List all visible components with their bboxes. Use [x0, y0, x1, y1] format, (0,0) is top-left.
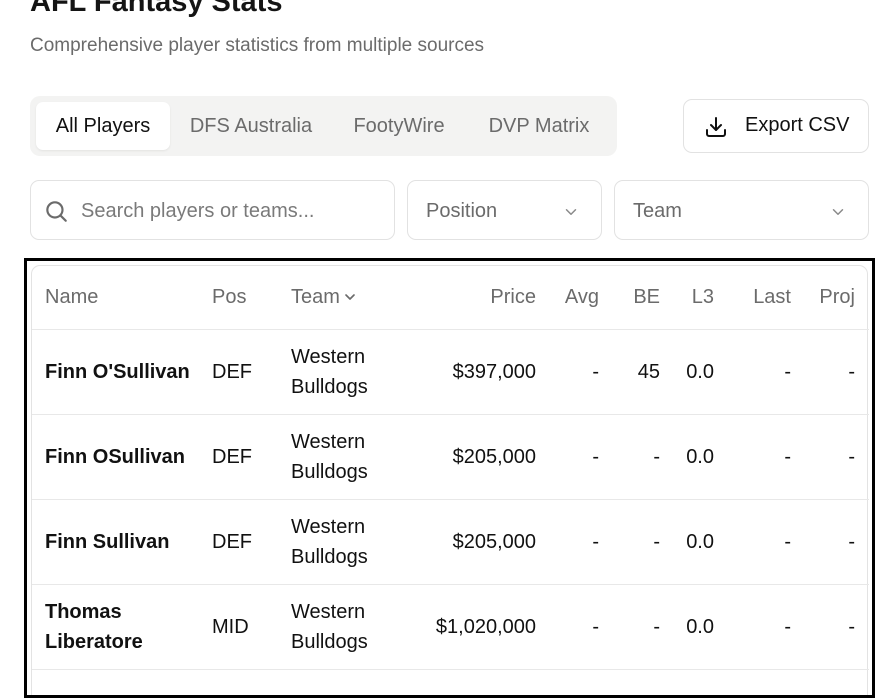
player-be: - [599, 414, 660, 500]
player-proj: - [791, 329, 869, 415]
chevron-down-icon [832, 209, 844, 215]
tab-dfs-australia[interactable]: DFS Australia [189, 115, 313, 137]
column-header-be[interactable]: BE [599, 266, 660, 330]
position-select-value: Position [426, 200, 498, 222]
player-avg: - [536, 499, 599, 585]
player-team: Western Bulldogs [291, 329, 411, 415]
player-team: Western Bulldogs [291, 584, 411, 670]
export-csv-button[interactable]: Export CSV [683, 99, 869, 153]
tab-dvp-matrix[interactable]: DVP Matrix [488, 115, 590, 137]
player-position: DEF [212, 499, 291, 585]
player-price: $205,000 [411, 499, 536, 585]
player-l3: 0.0 [660, 414, 714, 500]
player-last: - [714, 499, 791, 585]
players-table: Name Pos Team Price Avg BE L3 Last Proj … [32, 266, 869, 670]
page-subtitle: Comprehensive player statistics from mul… [30, 35, 485, 56]
player-be: - [599, 499, 660, 585]
player-avg: - [536, 584, 599, 670]
player-name: Finn Sullivan [32, 499, 212, 585]
player-l3: 0.0 [660, 329, 714, 415]
table-row[interactable]: Finn O'Sullivan DEF Western Bulldogs $39… [32, 329, 869, 415]
player-avg: - [536, 329, 599, 415]
player-team: Western Bulldogs [291, 414, 411, 500]
player-proj: - [791, 499, 869, 585]
download-icon [706, 117, 726, 137]
position-select[interactable]: Position [407, 180, 602, 240]
column-header-pos[interactable]: Pos [212, 266, 291, 330]
chevron-down-icon [565, 209, 577, 215]
player-last: - [714, 329, 791, 415]
players-table-container: Name Pos Team Price Avg BE L3 Last Proj … [31, 265, 869, 695]
column-header-avg[interactable]: Avg [536, 266, 599, 330]
table-header-row: Name Pos Team Price Avg BE L3 Last Proj [32, 266, 869, 330]
player-name: Thomas Liberatore [32, 584, 212, 670]
player-l3: 0.0 [660, 584, 714, 670]
player-last: - [714, 584, 791, 670]
search-icon [46, 201, 67, 222]
column-header-team[interactable]: Team [291, 266, 411, 330]
table-row[interactable]: Finn OSullivan DEF Western Bulldogs $205… [32, 414, 869, 500]
table-row[interactable]: Finn Sullivan DEF Western Bulldogs $205,… [32, 499, 869, 585]
tab-list: All Players DFS Australia FootyWire DVP … [30, 96, 617, 156]
player-be: 45 [599, 329, 660, 415]
player-proj: - [791, 414, 869, 500]
column-header-team-label: Team [291, 285, 340, 308]
column-header-proj[interactable]: Proj [791, 266, 869, 330]
player-position: DEF [212, 414, 291, 500]
player-price: $1,020,000 [411, 584, 536, 670]
team-select-value: Team [633, 200, 682, 222]
table-row[interactable]: Thomas Liberatore MID Western Bulldogs $… [32, 584, 869, 670]
team-select[interactable]: Team [614, 180, 869, 240]
player-avg: - [536, 414, 599, 500]
player-proj: - [791, 584, 869, 670]
sort-chevron-down-icon [345, 294, 355, 301]
search-box [30, 180, 395, 240]
player-team: Western Bulldogs [291, 499, 411, 585]
player-last: - [714, 414, 791, 500]
page-title: AFL Fantasy Stats [30, 0, 283, 18]
column-header-name[interactable]: Name [32, 266, 212, 330]
column-header-price[interactable]: Price [411, 266, 536, 330]
player-position: MID [212, 584, 291, 670]
export-csv-label: Export CSV [745, 114, 850, 136]
players-table-frame: Name Pos Team Price Avg BE L3 Last Proj … [24, 258, 875, 698]
tab-footywire[interactable]: FootyWire [353, 115, 445, 137]
column-header-last[interactable]: Last [714, 266, 791, 330]
player-be: - [599, 584, 660, 670]
player-name: Finn O'Sullivan [32, 329, 212, 415]
player-price: $397,000 [411, 329, 536, 415]
player-name: Finn OSullivan [32, 414, 212, 500]
player-price: $205,000 [411, 414, 536, 500]
column-header-l3[interactable]: L3 [660, 266, 714, 330]
search-input[interactable] [79, 189, 383, 233]
tab-all-players[interactable]: All Players [36, 102, 170, 150]
player-l3: 0.0 [660, 499, 714, 585]
player-position: DEF [212, 329, 291, 415]
